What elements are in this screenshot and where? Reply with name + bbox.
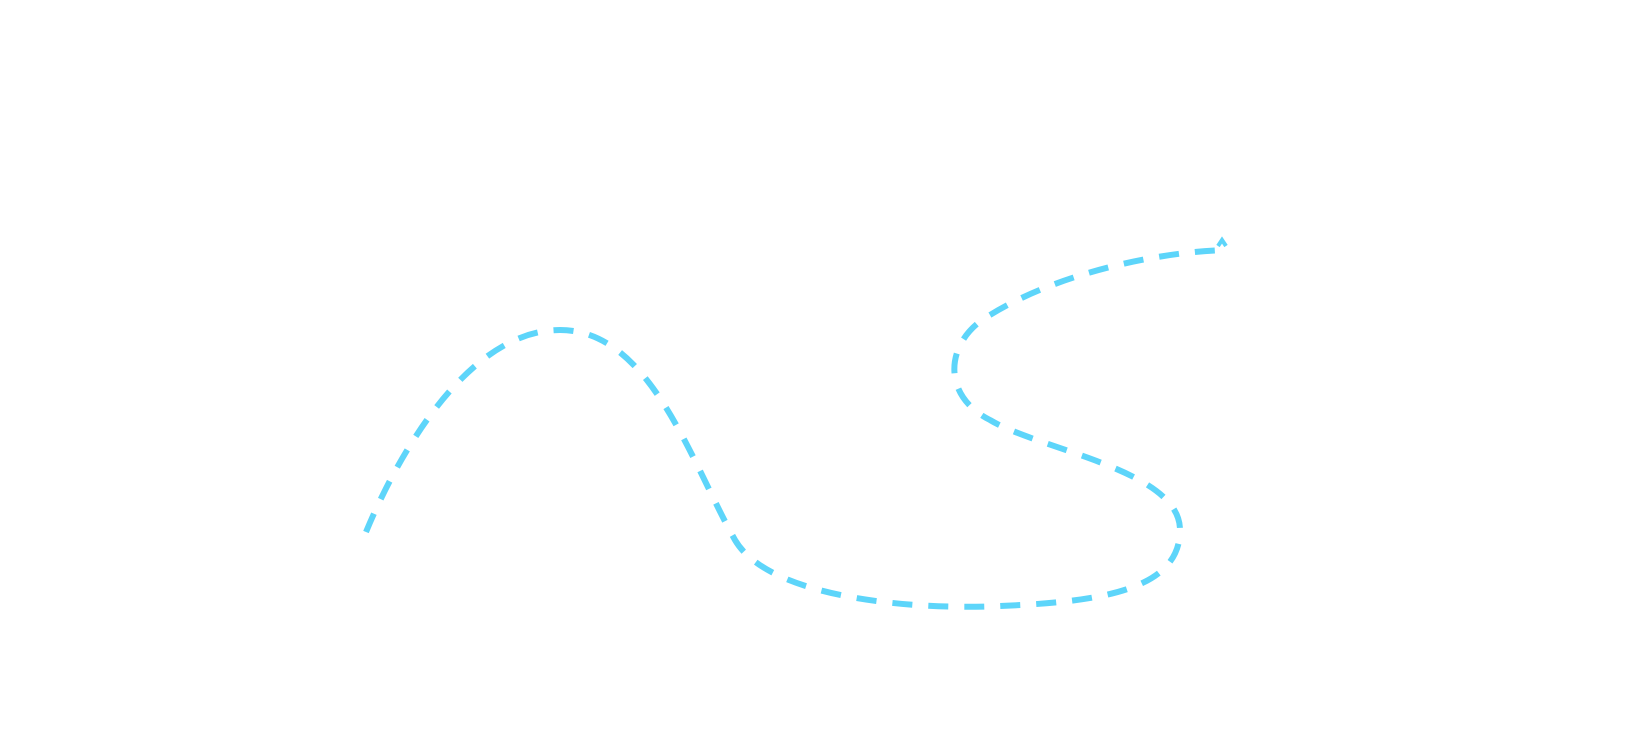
curve-end-tip	[1216, 236, 1228, 248]
dashed-curve[interactable]	[363, 247, 1226, 610]
